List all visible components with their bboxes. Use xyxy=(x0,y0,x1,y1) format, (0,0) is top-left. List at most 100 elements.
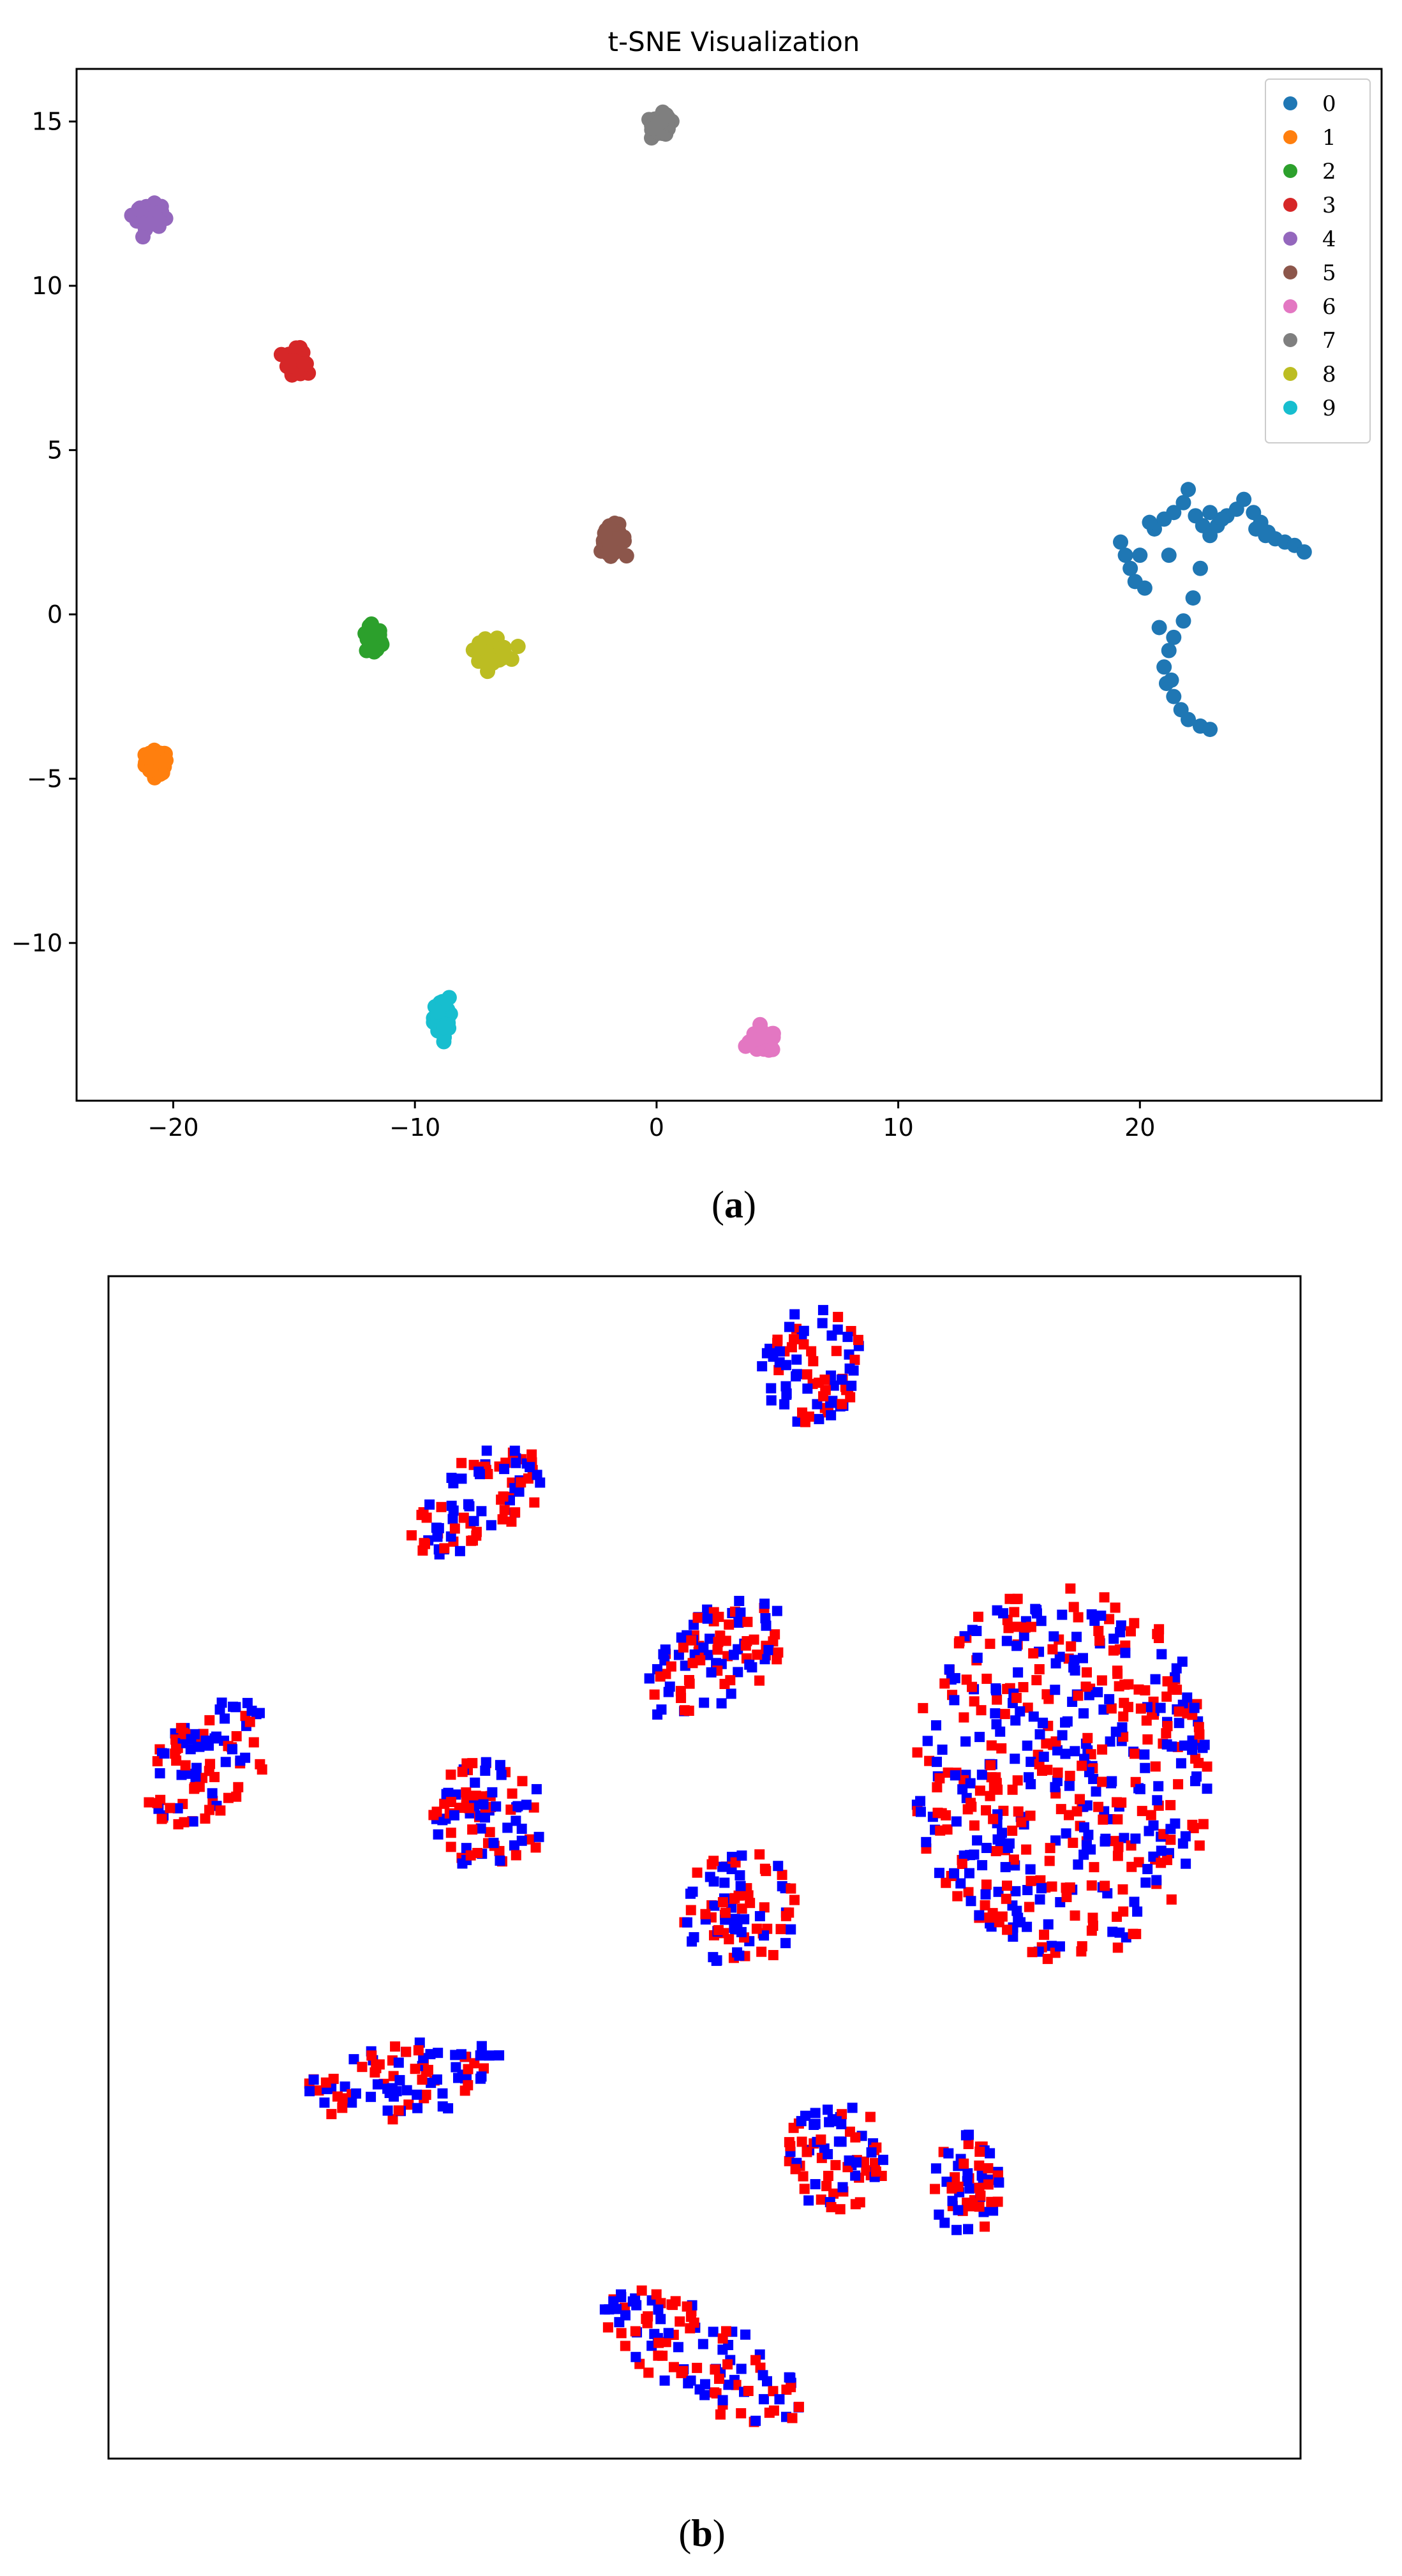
point xyxy=(228,1701,239,1712)
point xyxy=(142,216,158,232)
point xyxy=(775,1924,786,1935)
point xyxy=(1152,1795,1163,1806)
point xyxy=(932,1782,943,1792)
point xyxy=(974,2147,985,2157)
point xyxy=(1081,1840,1092,1850)
point xyxy=(830,2160,841,2171)
chart-a-plot-area xyxy=(75,68,1383,1102)
point xyxy=(156,1813,167,1824)
point xyxy=(530,1842,541,1853)
point xyxy=(1021,1844,1032,1855)
cluster-7 xyxy=(679,1849,800,1966)
series-3-points xyxy=(273,339,317,383)
point xyxy=(1022,1740,1033,1751)
point xyxy=(850,2132,861,2143)
point xyxy=(986,1921,997,1932)
point xyxy=(697,2339,708,2349)
point xyxy=(456,1473,467,1484)
point xyxy=(823,2104,833,2115)
point xyxy=(850,2170,861,2181)
point xyxy=(849,1355,860,1366)
point xyxy=(511,1457,521,1468)
point xyxy=(810,2108,821,2118)
point xyxy=(988,2205,999,2216)
point xyxy=(1080,1681,1091,1692)
point xyxy=(717,1897,728,1908)
point xyxy=(1037,1717,1048,1728)
point xyxy=(1117,547,1133,563)
point xyxy=(1161,643,1177,659)
point xyxy=(1099,1592,1110,1603)
point xyxy=(788,2122,799,2133)
point xyxy=(1028,1648,1039,1659)
point xyxy=(725,1675,736,1686)
point xyxy=(757,1361,768,1372)
point xyxy=(976,1769,987,1780)
point xyxy=(1179,1740,1189,1751)
point xyxy=(798,2171,809,2182)
point xyxy=(643,2367,654,2378)
point xyxy=(996,1743,1007,1754)
point xyxy=(682,1917,692,1928)
point xyxy=(1013,1667,1024,1678)
point xyxy=(963,2139,974,2150)
legend-marker-5 xyxy=(1283,265,1297,279)
point xyxy=(747,1662,757,1672)
point xyxy=(1117,1884,1128,1895)
point xyxy=(947,2196,958,2207)
point xyxy=(1089,1862,1100,1873)
point xyxy=(679,1705,690,1716)
point xyxy=(937,1745,948,1755)
point xyxy=(649,2328,660,2339)
point xyxy=(826,2201,837,2212)
point xyxy=(1073,1612,1084,1623)
point xyxy=(257,1764,267,1775)
point xyxy=(476,1506,487,1517)
point xyxy=(773,1861,784,1872)
point xyxy=(401,2085,412,2096)
point xyxy=(1156,1858,1167,1868)
legend-marker-1 xyxy=(1283,130,1297,144)
point xyxy=(1129,1618,1140,1628)
point xyxy=(653,2304,664,2315)
point xyxy=(761,1348,772,1359)
point xyxy=(974,1732,985,1743)
point xyxy=(981,1879,992,1890)
point xyxy=(1071,1632,1082,1642)
point xyxy=(655,1671,666,1682)
point xyxy=(436,1501,447,1512)
point xyxy=(695,1655,706,1665)
point xyxy=(326,2109,337,2120)
point xyxy=(474,1469,485,1480)
point xyxy=(1135,1783,1145,1794)
point xyxy=(994,1917,1004,1928)
point xyxy=(832,1324,843,1335)
legend-frame xyxy=(1265,78,1371,443)
point xyxy=(1142,1734,1153,1745)
point xyxy=(733,1617,744,1628)
point xyxy=(972,1835,983,1846)
point xyxy=(152,1798,163,1808)
point xyxy=(433,1523,444,1533)
point xyxy=(659,2375,670,2386)
point xyxy=(791,1354,802,1365)
point xyxy=(723,2379,734,2390)
point xyxy=(1016,1817,1027,1828)
point xyxy=(974,1785,985,1796)
point xyxy=(382,2105,393,2116)
point xyxy=(800,1417,810,1427)
point xyxy=(980,1805,991,1816)
point xyxy=(1030,1604,1041,1614)
point xyxy=(1154,1624,1165,1635)
point xyxy=(1077,1653,1088,1664)
point xyxy=(366,2050,377,2061)
point xyxy=(475,1823,486,1834)
point xyxy=(823,2170,833,2181)
point xyxy=(786,2381,796,2392)
y-tick-label: 15 xyxy=(32,107,63,135)
point xyxy=(1214,511,1230,527)
point xyxy=(946,2183,957,2194)
point xyxy=(976,1705,987,1716)
point xyxy=(813,1377,824,1388)
point xyxy=(980,1900,990,1910)
